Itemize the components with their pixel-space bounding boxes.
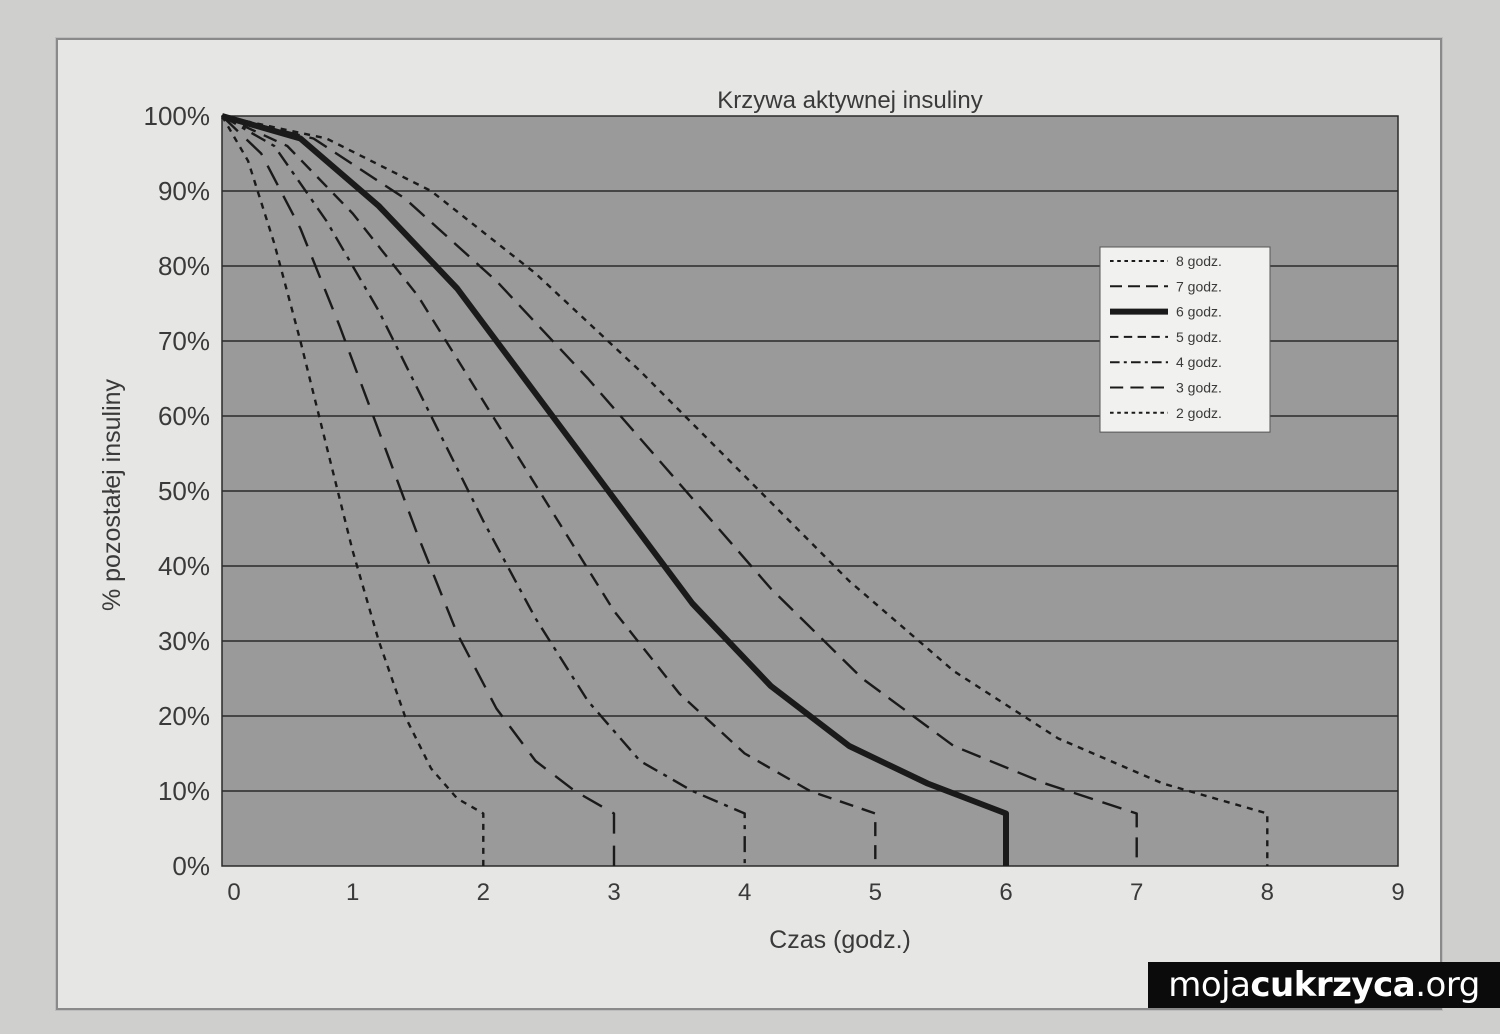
site-watermark: mojacukrzyca.org	[1148, 962, 1500, 1008]
y-tick-label: 40%	[158, 551, 210, 581]
x-tick-label: 2	[477, 879, 490, 906]
legend-label: 2 godz.	[1176, 405, 1222, 421]
y-tick-label: 90%	[158, 176, 210, 206]
legend: 8 godz. 7 godz. 6 godz. 5 godz. 4 godz. 3 god…	[1099, 246, 1271, 433]
x-tick-label: 5	[869, 879, 882, 906]
series-lines	[220, 113, 1269, 866]
legend-label: 3 godz.	[1176, 380, 1222, 396]
x-tick-label: 9	[1391, 879, 1404, 906]
y-tick-label: 30%	[158, 626, 210, 656]
legend-label: 8 godz.	[1176, 253, 1222, 269]
y-tick-label: 50%	[158, 476, 210, 506]
series-line-4	[221, 114, 746, 866]
y-tick-label: 10%	[158, 776, 210, 806]
series-line-5	[221, 115, 616, 866]
legend-label: 7 godz.	[1176, 278, 1222, 294]
legend-label: 4 godz.	[1176, 354, 1222, 370]
x-tick-label: 0	[227, 879, 240, 906]
y-tick-label: 70%	[158, 326, 210, 356]
y-tick-label: 20%	[158, 701, 210, 731]
series-line-2	[221, 113, 1009, 866]
x-tick-label: 7	[1130, 879, 1143, 906]
series-line-3	[221, 114, 877, 866]
y-tick-label: 60%	[158, 401, 210, 431]
y-tick-label: 80%	[158, 251, 210, 281]
y-tick-label: 0%	[172, 851, 210, 881]
series-line-0	[221, 114, 1269, 866]
x-tick-label: 1	[346, 879, 359, 906]
legend-label: 6 godz.	[1176, 304, 1222, 320]
series-line-6	[220, 115, 485, 866]
x-tick-label: 3	[607, 879, 620, 906]
legend-label: 5 godz.	[1176, 329, 1222, 345]
y-axis-label: % pozostałej insuliny	[98, 378, 126, 611]
series-line-1	[221, 114, 1138, 866]
x-axis-label: Czas (godz.)	[769, 926, 911, 954]
legend-box	[1099, 246, 1271, 433]
x-tick-label: 8	[1261, 879, 1274, 906]
x-tick-label: 6	[999, 879, 1012, 906]
x-tick-label: 4	[738, 879, 751, 906]
tick-labels: 0% 10% 20% 30% 40% 50% 60% 70% 80% 90% 100% 0 1 2 3 4 5 6…	[144, 101, 1405, 906]
chart-title: Krzywa aktywnej insuliny	[717, 87, 982, 114]
y-tick-label: 100%	[144, 101, 211, 131]
